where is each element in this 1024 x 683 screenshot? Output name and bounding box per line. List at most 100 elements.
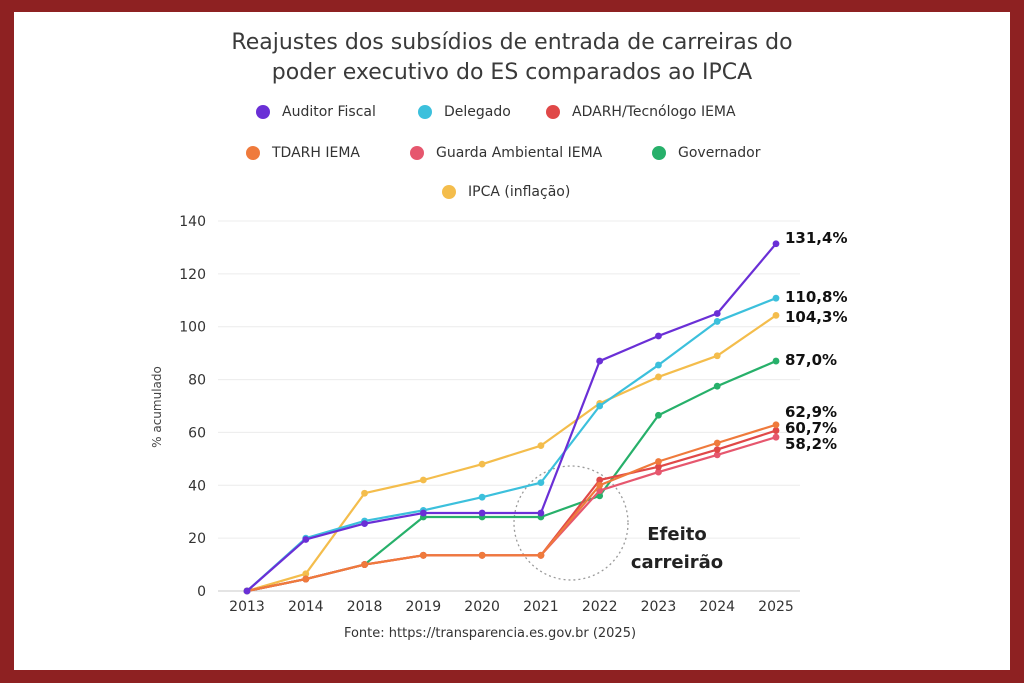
- x-tick-label-2021: 2021: [523, 599, 559, 615]
- legend-marker-governador: [652, 146, 666, 160]
- point-governador-2022: [596, 492, 604, 500]
- point-guarda-ambiental-iema-2023: [655, 468, 662, 476]
- point-auditor-fiscal-2022: [596, 357, 604, 365]
- series-line-auditor-fiscal: [246, 243, 777, 592]
- point-auditor-fiscal-2024: [713, 310, 721, 317]
- legend-item-delegado: Delegado: [418, 104, 511, 120]
- point-ipca-infla-o-2021: [537, 442, 545, 450]
- y-tick-label-80: 80: [188, 373, 206, 389]
- point-tdarh-iema-2019: [419, 551, 427, 559]
- legend-label-auditor-fiscal: Auditor Fiscal: [282, 104, 376, 120]
- point-tdarh-iema-2018: [361, 561, 368, 568]
- legend-item-adarh: ADARH/Tecnólogo IEMA: [546, 104, 736, 120]
- point-adarh-tecn-logo-iema-2025: [772, 427, 780, 434]
- point-ipca-infla-o-2023: [655, 373, 662, 381]
- annotation-line2: carreirão: [631, 552, 723, 573]
- y-axis-label: % acumulado: [150, 366, 164, 448]
- chart-title-line2: poder executivo do ES comparados ao IPCA: [271, 60, 753, 85]
- point-auditor-fiscal-2013: [243, 587, 251, 595]
- point-tdarh-iema-2020: [478, 551, 486, 559]
- end-label-tdarh-iema: 62,9%: [785, 403, 837, 421]
- y-tick-label-140: 140: [179, 214, 206, 230]
- point-tdarh-iema-2022: [596, 481, 604, 489]
- point-delegado-2023: [655, 361, 662, 369]
- end-label-adarh-tecn-logo-iema: 60,7%: [785, 419, 837, 437]
- end-label-ipca-infla-o: 104,3%: [785, 308, 847, 326]
- legend-label-adarh: ADARH/Tecnólogo IEMA: [572, 104, 736, 120]
- point-tdarh-iema-2014: [302, 575, 310, 583]
- point-delegado-2024: [713, 318, 721, 325]
- legend-marker-ipca: [442, 185, 456, 199]
- y-tick-label-0: 0: [197, 584, 206, 600]
- point-tdarh-iema-2025: [772, 421, 780, 429]
- legend-item-ipca: IPCA (inflação): [442, 184, 570, 200]
- point-ipca-infla-o-2025: [772, 311, 780, 319]
- legend-item-guarda: Guarda Ambiental IEMA: [410, 145, 602, 161]
- chart-title-line1: Reajustes dos subsídios de entrada de ca…: [231, 30, 793, 55]
- series-line-tdarh-iema: [246, 423, 777, 593]
- chart-title: Reajustes dos subsídios de entrada de ca…: [0, 28, 1024, 88]
- x-tick-label-2023: 2023: [641, 599, 677, 615]
- x-tick-label-2020: 2020: [464, 599, 500, 615]
- point-auditor-fiscal-2018: [361, 520, 368, 528]
- point-auditor-fiscal-2023: [655, 332, 662, 340]
- chart-frame: [14, 12, 1010, 670]
- y-tick-label-120: 120: [179, 267, 206, 283]
- point-delegado-2021: [537, 479, 545, 487]
- legend-marker-auditor-fiscal: [256, 105, 270, 119]
- point-auditor-fiscal-2014: [302, 536, 310, 543]
- point-ipca-infla-o-2014: [302, 570, 310, 578]
- annotation-circle: [513, 465, 629, 581]
- point-auditor-fiscal-2021: [537, 509, 545, 517]
- legend-marker-guarda: [410, 146, 424, 160]
- point-governador-2025: [772, 357, 780, 365]
- y-tick-label-60: 60: [188, 425, 206, 441]
- point-guarda-ambiental-iema-2024: [713, 451, 721, 459]
- point-delegado-2022: [596, 402, 604, 410]
- legend-marker-adarh: [546, 105, 560, 119]
- x-tick-label-2013: 2013: [229, 599, 265, 615]
- x-tick-label-2019: 2019: [406, 599, 442, 615]
- point-ipca-infla-o-2020: [478, 460, 486, 468]
- point-auditor-fiscal-2025: [772, 240, 780, 248]
- legend-marker-delegado: [418, 105, 432, 119]
- x-tick-label-2022: 2022: [582, 599, 618, 615]
- annotation-line1: Efeito: [647, 524, 706, 545]
- x-tick-label-2024: 2024: [699, 599, 735, 615]
- legend-label-ipca: IPCA (inflação): [468, 184, 571, 200]
- point-tdarh-iema-2024: [713, 439, 721, 447]
- series-line-ipca-infla-o: [246, 314, 777, 593]
- legend-label-governador: Governador: [678, 145, 761, 161]
- legend-item-governador: Governador: [652, 145, 760, 161]
- point-adarh-tecn-logo-iema-2024: [713, 446, 721, 454]
- point-adarh-tecn-logo-iema-2022: [596, 476, 604, 484]
- x-tick-label-2025: 2025: [758, 599, 794, 615]
- point-governador-2023: [655, 411, 662, 419]
- legend-label-guarda: Guarda Ambiental IEMA: [436, 145, 603, 161]
- point-ipca-infla-o-2024: [713, 352, 721, 360]
- point-delegado-2025: [772, 294, 780, 302]
- point-ipca-infla-o-2018: [361, 489, 368, 497]
- source-note: Fonte: https://transparencia.es.gov.br (…: [344, 626, 636, 641]
- point-tdarh-iema-2023: [655, 458, 662, 465]
- x-tick-label-2018: 2018: [347, 599, 383, 615]
- legend-item-auditor-fiscal: Auditor Fiscal: [256, 104, 376, 120]
- point-auditor-fiscal-2019: [419, 509, 427, 517]
- end-label-auditor-fiscal: 131,4%: [785, 229, 847, 247]
- y-tick-label-40: 40: [188, 478, 206, 494]
- end-label-guarda-ambiental-iema: 58,2%: [785, 435, 837, 453]
- y-tick-label-100: 100: [179, 320, 206, 336]
- legend-marker-tdarh: [246, 146, 260, 160]
- point-auditor-fiscal-2020: [478, 509, 486, 517]
- point-adarh-tecn-logo-iema-2023: [655, 463, 662, 471]
- end-label-delegado: 110,8%: [785, 288, 847, 306]
- series-line-delegado: [246, 297, 777, 592]
- legend-item-tdarh: TDARH IEMA: [246, 145, 360, 161]
- point-tdarh-iema-2021: [537, 551, 545, 559]
- point-ipca-infla-o-2019: [419, 476, 427, 484]
- x-tick-label-2014: 2014: [288, 599, 324, 615]
- legend-label-delegado: Delegado: [444, 104, 511, 120]
- point-guarda-ambiental-iema-2025: [772, 433, 780, 441]
- end-label-governador: 87,0%: [785, 351, 837, 369]
